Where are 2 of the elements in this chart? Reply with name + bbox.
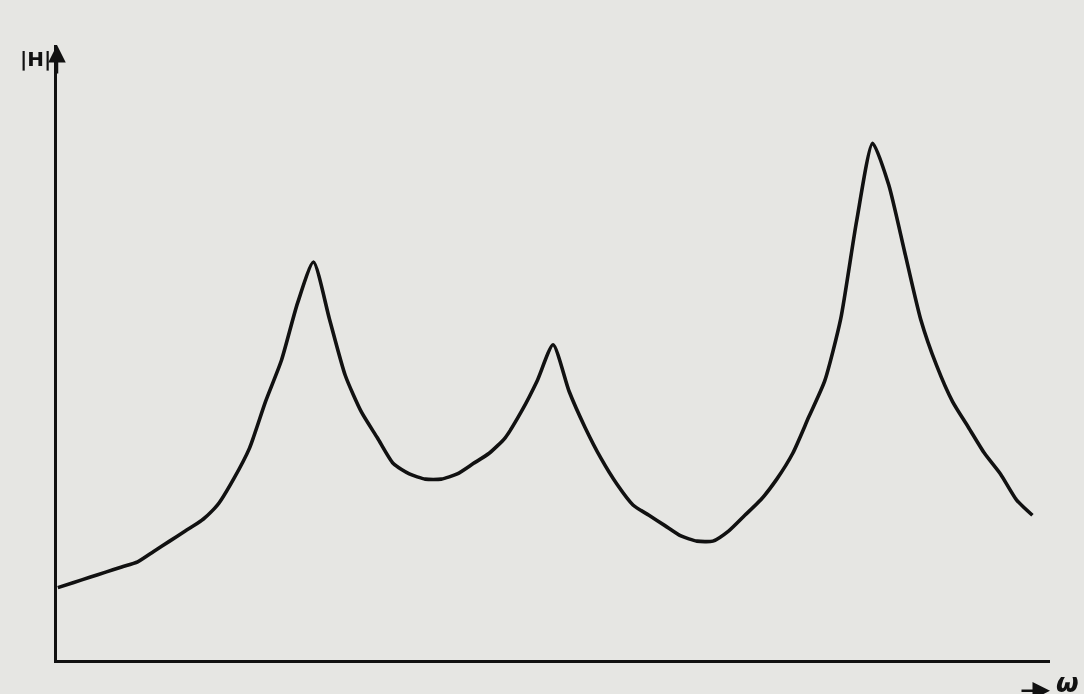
y-axis-title: |H| [20,47,52,71]
x-axis-title: ω [1056,668,1079,694]
